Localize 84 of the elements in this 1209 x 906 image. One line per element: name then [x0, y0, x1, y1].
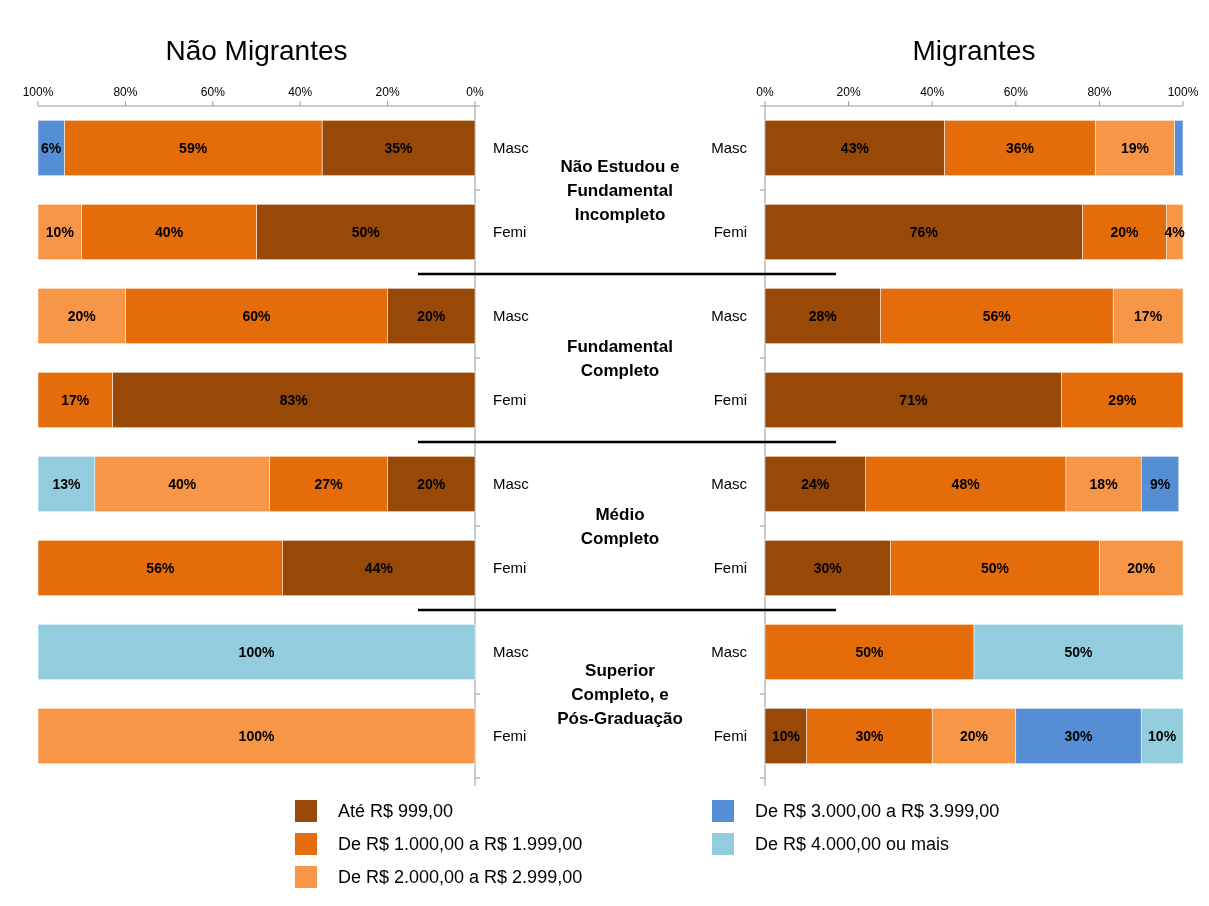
text: Não Estudou e Fundamental Incompleto — [560, 156, 680, 224]
data-label: 100% — [238, 727, 275, 744]
data-label: 50% — [1064, 643, 1094, 660]
data-label: 20% — [959, 727, 989, 744]
x-tick-label: 0% — [756, 85, 774, 99]
legend-label: De R$ 4.000,00 ou mais — [755, 834, 950, 855]
bar — [37, 624, 476, 680]
text: Superior Completo, e Pós-Graduação — [557, 660, 683, 728]
y-tick-label: Femi — [493, 727, 527, 745]
data-label: 10% — [771, 727, 801, 744]
data-label: 30% — [1064, 727, 1094, 744]
bar — [37, 708, 476, 764]
data-label: 17% — [61, 391, 90, 408]
chart-title: Não Migrantes — [165, 35, 348, 66]
data-label: 83% — [279, 391, 309, 408]
y-tick-label: Masc — [493, 643, 530, 661]
data-label: 44% — [364, 559, 394, 576]
legend-label: De R$ 3.000,00 a R$ 3.999,00 — [755, 801, 1000, 822]
data-label: 20% — [417, 307, 446, 324]
legend-label: De R$ 2.000,00 a R$ 2.999,00 — [338, 867, 583, 888]
y-tick-label: Masc — [711, 139, 748, 157]
text: Médio Completo — [580, 504, 660, 548]
data-label: 50% — [980, 559, 1010, 576]
x-tick-label: 60% — [200, 85, 226, 99]
chart-title: Migrantes — [912, 35, 1036, 66]
data-label: 100% — [238, 643, 275, 660]
y-tick-label: Masc — [711, 475, 748, 493]
y-tick-label: Masc — [711, 307, 748, 325]
x-tick-label: 80% — [113, 85, 138, 99]
data-label: 29% — [1108, 391, 1137, 408]
legend-label: De R$ 1.000,00 a R$ 1.999,00 — [338, 834, 583, 855]
data-label: 50% — [855, 643, 885, 660]
x-tick-label: 40% — [288, 85, 313, 99]
data-label: 35% — [384, 139, 414, 156]
y-tick-label: Femi — [493, 559, 527, 577]
x-tick-label: 40% — [920, 85, 945, 99]
data-label: 20% — [417, 475, 446, 492]
data-label: 6% — [40, 139, 62, 156]
data-label: 36% — [1005, 139, 1035, 156]
y-tick-label: Femi — [713, 223, 747, 241]
x-tick-label: 60% — [1003, 85, 1029, 99]
data-label: 17% — [1134, 307, 1163, 324]
data-label: 48% — [951, 475, 981, 492]
data-label: 60% — [242, 307, 272, 324]
data-label: 43% — [840, 139, 870, 156]
data-label: 76% — [909, 223, 939, 240]
data-label: 20% — [1110, 223, 1140, 240]
y-tick-label: Femi — [713, 727, 747, 745]
x-tick-label: 80% — [1087, 85, 1112, 99]
data-label: 59% — [179, 139, 208, 156]
x-tick-label: 100% — [1167, 85, 1199, 99]
x-tick-label: 0% — [466, 85, 484, 99]
data-label: 24% — [801, 475, 830, 492]
y-tick-label: Femi — [493, 391, 527, 409]
data-label: 10% — [45, 223, 75, 240]
data-label: 18% — [1089, 475, 1119, 492]
data-label: 28% — [808, 307, 838, 324]
data-label: 9% — [1149, 475, 1171, 492]
data-label: 56% — [146, 559, 175, 576]
data-label: 20% — [67, 307, 97, 324]
y-tick-label: Femi — [713, 391, 747, 409]
data-label: 20% — [1127, 559, 1156, 576]
legend-label: Até R$ 999,00 — [338, 801, 454, 822]
y-tick-label: Masc — [493, 139, 530, 157]
data-label: 19% — [1120, 139, 1150, 156]
y-tick-label: Femi — [713, 559, 747, 577]
data-label: 13% — [52, 475, 81, 492]
data-label: 10% — [1148, 727, 1177, 744]
data-label: 40% — [168, 475, 197, 492]
x-tick-label: 20% — [375, 85, 400, 99]
data-label: 71% — [899, 391, 928, 408]
y-tick-label: Masc — [711, 643, 748, 661]
data-label: 30% — [813, 559, 843, 576]
y-tick-label: Femi — [493, 223, 527, 241]
data-label: 30% — [855, 727, 885, 744]
data-label: 40% — [155, 223, 184, 240]
x-tick-label: 20% — [836, 85, 861, 99]
y-tick-label: Masc — [493, 475, 530, 493]
y-tick-label: Masc — [493, 307, 530, 325]
x-tick-label: 100% — [22, 85, 54, 99]
text: Fundamental Completo — [567, 336, 673, 380]
data-label: 56% — [982, 307, 1012, 324]
data-label: 50% — [351, 223, 381, 240]
data-label: 27% — [314, 475, 344, 492]
